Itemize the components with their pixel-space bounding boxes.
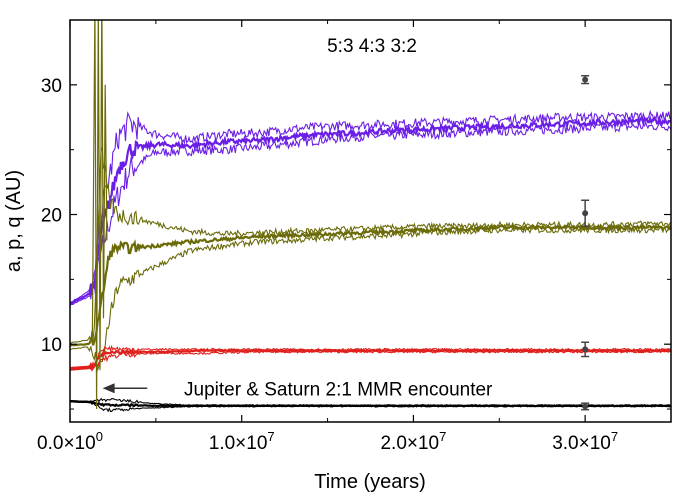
observed-point — [582, 346, 589, 353]
observed-point — [582, 403, 589, 410]
x-tick-label: 3.0×107 — [552, 429, 618, 454]
x-tick-label: 2.0×107 — [380, 429, 446, 454]
series-neptune — [70, 109, 671, 307]
resonance-label: 5:3 4:3 3:2 — [327, 36, 417, 57]
x-tick-label: 1.0×107 — [209, 429, 275, 454]
series-uranus — [70, 147, 671, 372]
plot-frame — [69, 19, 672, 423]
y-tick-label: 20 — [41, 206, 62, 227]
y-tick-label: 30 — [41, 76, 62, 97]
encounter-arrow-head — [102, 383, 115, 394]
jupiter-a-line — [70, 400, 671, 408]
observed-points — [581, 75, 590, 411]
observed-point — [582, 210, 589, 217]
axis-ticks: 10 20 30 0.0×100 1.0×107 2.0×107 3.0×107 — [37, 20, 671, 454]
series-saturn — [70, 344, 671, 372]
series-jupiter — [70, 397, 671, 413]
neptune-p-line — [70, 109, 671, 304]
x-axis-title: Time (years) — [314, 471, 425, 493]
saturn-q-line — [70, 350, 671, 372]
y-axis-title: a, p, q (AU) — [3, 170, 25, 272]
plot-area — [70, 20, 671, 413]
uranus-encounter-spike — [91, 20, 108, 410]
observed-point — [582, 76, 589, 83]
x-tick-label: 0.0×100 — [37, 429, 103, 454]
neptune-q-line — [70, 120, 671, 307]
uranus-a-line — [70, 223, 671, 347]
encounter-annotation: Jupiter & Saturn 2:1 MMR encounter — [184, 379, 493, 400]
uranus-q-line — [70, 225, 671, 372]
y-tick-label: 10 — [41, 335, 62, 356]
uranus-p-line — [70, 147, 671, 344]
saturn-a-line — [70, 347, 671, 371]
plot-marks — [70, 20, 671, 413]
neptune-a-line — [70, 115, 671, 305]
